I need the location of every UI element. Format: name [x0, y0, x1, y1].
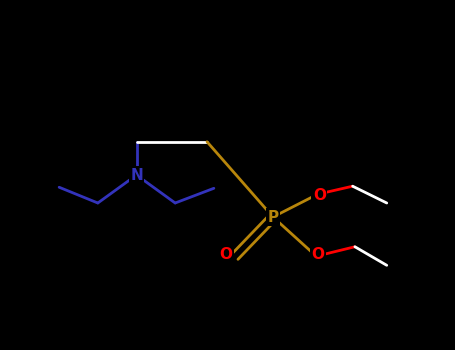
Text: O: O	[220, 247, 233, 262]
Text: P: P	[268, 210, 278, 224]
Text: N: N	[130, 168, 143, 182]
Text: O: O	[312, 247, 324, 262]
Text: O: O	[313, 188, 326, 203]
